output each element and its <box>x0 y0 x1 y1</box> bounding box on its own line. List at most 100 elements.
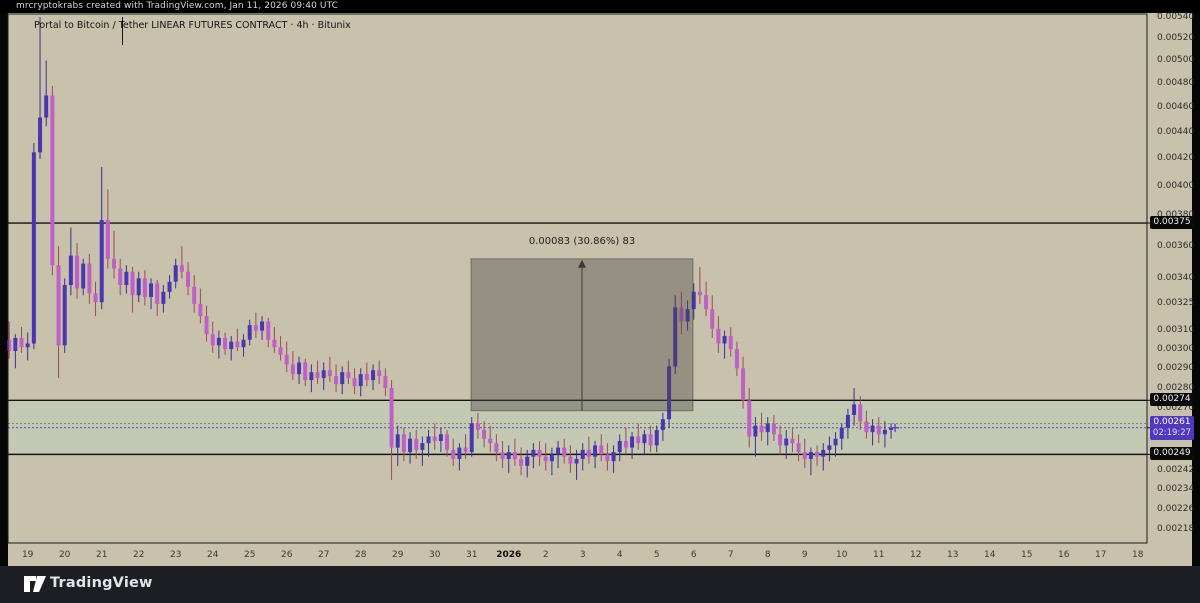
candle-body-down <box>858 404 863 422</box>
time-tick-label: 16 <box>1058 550 1070 560</box>
candle-body-down <box>327 370 332 377</box>
time-tick-label: 12 <box>910 550 922 560</box>
candle-body-down <box>75 255 80 289</box>
time-tick-label: 23 <box>169 550 182 560</box>
time-tick-label: 29 <box>391 550 404 560</box>
candle-body-up <box>321 370 326 379</box>
candle-body-up <box>882 429 887 435</box>
price-level-label: 0.00274 <box>1150 393 1194 407</box>
candle-body-down <box>488 438 493 444</box>
candle-body-down <box>235 341 240 348</box>
candle-body-up <box>845 414 850 428</box>
candle-body-down <box>334 376 339 385</box>
candle-body-up <box>784 438 789 446</box>
candle-body-up <box>247 325 252 340</box>
candle-body-up <box>229 341 234 350</box>
price-tick-label: 0.00280 <box>1157 382 1195 393</box>
time-tick-label: 3 <box>579 550 586 560</box>
candle-body-down <box>771 423 776 435</box>
candle-body-up <box>889 427 894 430</box>
candle-body-down <box>734 349 739 369</box>
candle-body-up <box>660 419 665 430</box>
time-tick-label: 4 <box>616 550 623 560</box>
price-tick-label: 0.00325 <box>1157 298 1195 309</box>
candle-body-down <box>179 265 184 272</box>
time-tick-label: 18 <box>1132 550 1144 560</box>
candle-body-up <box>673 307 678 367</box>
candle-body-down <box>864 421 869 433</box>
candle-body-up <box>62 285 67 346</box>
candle-body-up <box>642 434 647 444</box>
candle-body-up <box>426 436 431 444</box>
candle-body-down <box>704 295 709 310</box>
candle-body-up <box>124 271 129 286</box>
candle-body-down <box>346 372 351 379</box>
price-tick-label: 0.00480 <box>1157 78 1195 89</box>
candle-body-up <box>827 445 832 450</box>
chart-panel[interactable] <box>8 13 1192 566</box>
candle-body-up <box>654 429 659 446</box>
candle-body-down <box>445 434 450 450</box>
candle-body-down <box>802 452 807 459</box>
price-tick-label: 0.00290 <box>1157 362 1195 373</box>
candle-body-up <box>136 278 141 296</box>
price-tick-label: 0.00226 <box>1157 503 1195 514</box>
candle-body-down <box>537 449 542 457</box>
candle-body-up <box>173 265 178 282</box>
time-tick-label: 6 <box>690 550 697 560</box>
price-tick-label: 0.00380 <box>1157 210 1194 220</box>
candle-body-down <box>284 354 289 365</box>
candle-body-down <box>710 309 715 329</box>
candle-body-up <box>371 370 376 381</box>
candle-body-down <box>519 458 524 466</box>
price-tick-label: 0.00460 <box>1157 102 1195 113</box>
candle-body-up <box>457 447 462 459</box>
candle-body-down <box>93 293 98 303</box>
candle-body-up <box>593 445 598 457</box>
candle-body-down <box>278 347 283 355</box>
bar-countdown: 02:19:27 <box>1152 427 1192 438</box>
candle-body-up <box>580 449 585 459</box>
candle-body-up <box>506 452 511 459</box>
candle-body-down <box>198 303 203 317</box>
candle-body-up <box>99 220 104 303</box>
candle-body-up <box>260 321 265 331</box>
candle-body-down <box>790 438 795 444</box>
time-tick-label: 13 <box>947 550 959 560</box>
candle-body-down <box>7 339 12 351</box>
candle-body-down <box>599 445 604 455</box>
candle-body-up <box>556 447 561 455</box>
candle-body-down <box>716 328 721 344</box>
candle-body-down <box>414 438 419 450</box>
candle-body-down <box>50 95 55 266</box>
candle-body-down <box>562 447 567 457</box>
candle-body-up <box>839 427 844 439</box>
candle-body-up <box>852 404 857 415</box>
candle-body-up <box>309 372 314 381</box>
candle-body-down <box>290 364 295 375</box>
candle-body-down <box>383 376 388 389</box>
price-tick-label: 0.00310 <box>1157 325 1195 336</box>
candle-body-up <box>340 372 345 385</box>
time-tick-label: 5 <box>653 550 660 560</box>
time-tick-label: 25 <box>243 550 256 560</box>
candle-body-up <box>691 291 696 310</box>
candle-body-up <box>469 423 474 453</box>
candle-body-down <box>352 378 357 387</box>
candle-body-down <box>142 278 147 297</box>
candle-body-up <box>438 434 443 441</box>
time-tick-label: 9 <box>801 550 808 560</box>
price-tick-label: 0.00540 <box>1157 11 1195 22</box>
candle-body-up <box>765 423 770 433</box>
candle-body-up <box>667 366 672 420</box>
symbol-title: Portal to Bitcoin / Tether LINEAR FUTURE… <box>34 20 351 31</box>
price-tick-label: 0.00270 <box>1157 403 1195 414</box>
price-level-label: 0.00375 <box>1150 216 1194 230</box>
attribution-bar: mrcryptokrabs created with TradingView.c… <box>0 0 1200 13</box>
candle-body-down <box>796 443 801 453</box>
candle-body-up <box>685 309 690 322</box>
candle-body-down <box>118 268 123 286</box>
candle-body-down <box>130 271 135 296</box>
time-tick-label: 20 <box>58 550 71 560</box>
